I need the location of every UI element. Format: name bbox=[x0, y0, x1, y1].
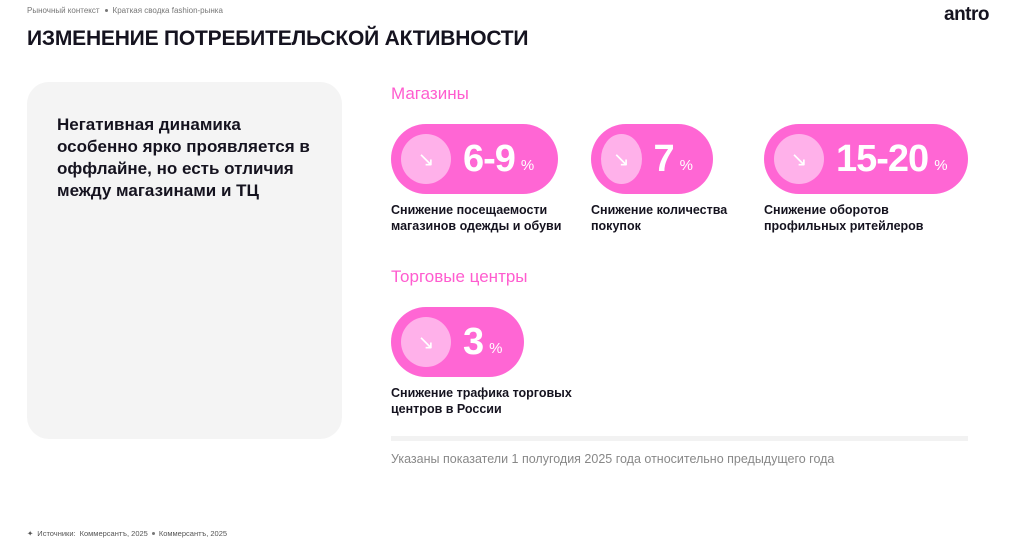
metric-pill: ↘ 6-9% bbox=[391, 124, 558, 194]
metric-pill: ↘ 3% bbox=[391, 307, 524, 377]
arrow-down-right-icon: ↘ bbox=[401, 317, 451, 367]
metric-value: 3 bbox=[463, 320, 484, 363]
arrow-down-right-icon: ↘ bbox=[401, 134, 451, 184]
divider bbox=[391, 436, 968, 441]
arrow-down-right-icon: ↘ bbox=[601, 134, 642, 184]
sources-label: Источники: bbox=[37, 529, 76, 538]
metric-pill: ↘ 7% bbox=[591, 124, 713, 194]
metric-desc: Снижение посещаемости магазинов одежды и… bbox=[391, 203, 562, 233]
breadcrumb-item: Рыночный контекст bbox=[27, 6, 100, 15]
metric-value: 6-9 bbox=[463, 137, 516, 180]
footnote: Указаны показатели 1 полугодия 2025 года… bbox=[391, 452, 835, 466]
stores-heading: Магазины bbox=[391, 84, 469, 103]
metric-value: 7 bbox=[653, 137, 675, 180]
logo: antro bbox=[944, 4, 990, 25]
source-item: Коммерсантъ, 2025 bbox=[158, 529, 228, 538]
sparkle-icon: ✦ bbox=[27, 529, 34, 538]
separator-dot bbox=[151, 532, 155, 535]
metric-unit: % bbox=[934, 156, 948, 174]
malls-heading: Торговые центры bbox=[391, 267, 528, 286]
page-title: ИЗМЕНЕНИЕ ПОТРЕБИТЕЛЬСКОЙ АКТИВНОСТИ bbox=[27, 27, 529, 50]
metric-desc: Снижение оборотов профильных ритейлеров bbox=[764, 203, 924, 233]
breadcrumb: Рыночный контекст Краткая сводка fashion-… bbox=[27, 6, 223, 15]
metric-desc: Снижение количества покупок bbox=[591, 203, 728, 233]
summary-text: Негативная динамика особенно ярко проявл… bbox=[57, 115, 310, 200]
metric-unit: % bbox=[520, 156, 535, 174]
arrow-down-right-icon: ↘ bbox=[774, 134, 824, 184]
metric-unit: % bbox=[489, 339, 503, 357]
metric-value: 15-20 bbox=[836, 137, 929, 180]
metric-unit: % bbox=[679, 156, 693, 174]
metric-desc: Снижение трафика торговых центров в Росс… bbox=[391, 386, 572, 416]
summary-card: Негативная динамика особенно ярко проявл… bbox=[27, 82, 342, 439]
metric-pill: ↘ 15-20% bbox=[764, 124, 968, 194]
source-item: Коммерсантъ, 2025 bbox=[79, 529, 148, 538]
breadcrumb-item: Краткая сводка fashion-рынка bbox=[112, 6, 223, 15]
sources: ✦ Источники: Коммерсантъ, 2025 Коммерсан… bbox=[27, 529, 227, 538]
separator-dot bbox=[104, 9, 108, 12]
